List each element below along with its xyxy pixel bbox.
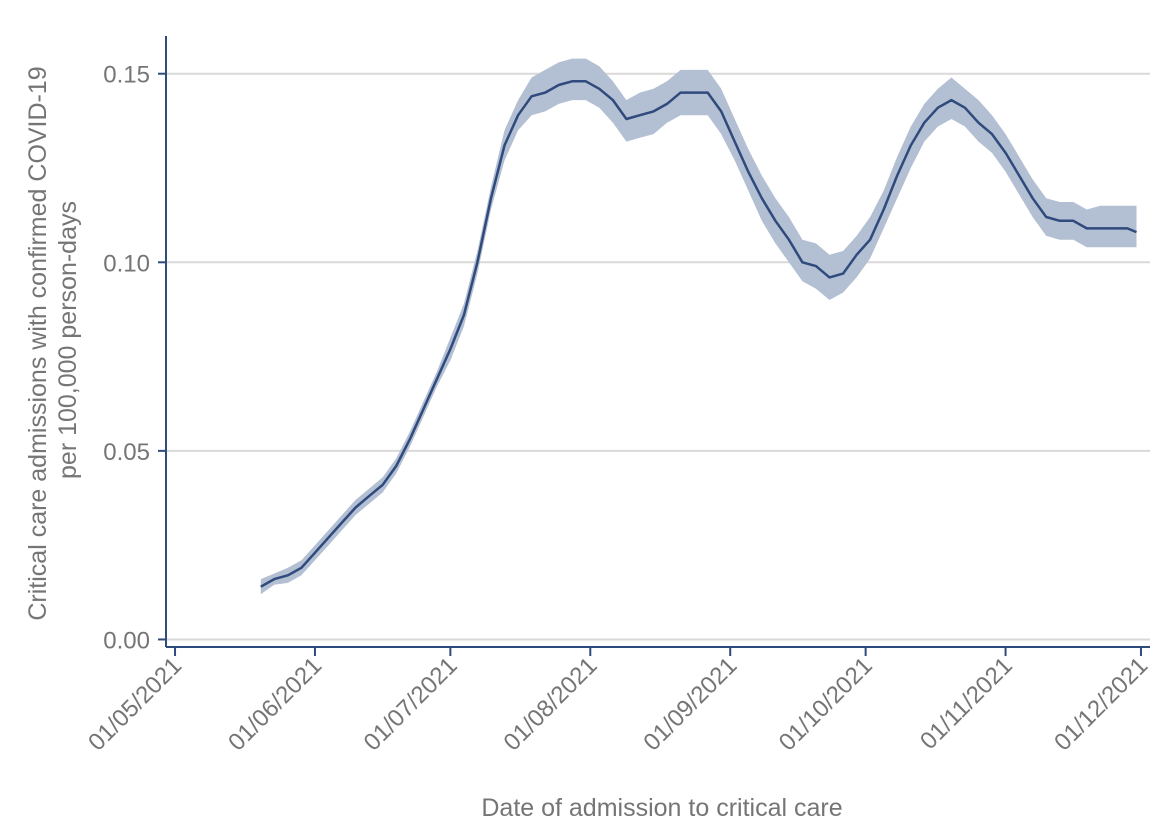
x-axis-title: Date of admission to critical care: [481, 794, 842, 822]
x-tick-label: 01/07/2021: [359, 652, 463, 756]
y-axis-title-line-2: per 100,000 person-days: [54, 201, 82, 479]
y-tick-label: 0.00: [103, 627, 150, 654]
y-tick-label: 0.10: [103, 250, 150, 277]
x-tick-label: 01/09/2021: [638, 652, 742, 756]
y-tick-label: 0.05: [103, 439, 150, 466]
y-axis-title-line-1: Critical care admissions with confirmed …: [24, 66, 52, 620]
y-axis-ticks: 0.00 0.05 0.10 0.15: [103, 62, 166, 655]
x-tick-label: 01/12/2021: [1049, 652, 1153, 756]
y-axis-title: Critical care admissions with confirmed …: [24, 59, 82, 620]
x-tick-label: 01/05/2021: [83, 652, 187, 756]
x-tick-label: 01/11/2021: [915, 652, 1018, 755]
confidence-band-layer: [261, 59, 1137, 595]
x-tick-label: 01/08/2021: [499, 652, 603, 756]
y-tick-label: 0.15: [103, 62, 150, 89]
x-tick-label: 01/10/2021: [774, 652, 878, 756]
confidence-band: [261, 59, 1137, 595]
x-tick-label: 01/06/2021: [223, 652, 327, 756]
x-axis-ticks: 01/05/2021 01/06/2021 01/07/2021 01/08/2021…: [83, 647, 1153, 756]
